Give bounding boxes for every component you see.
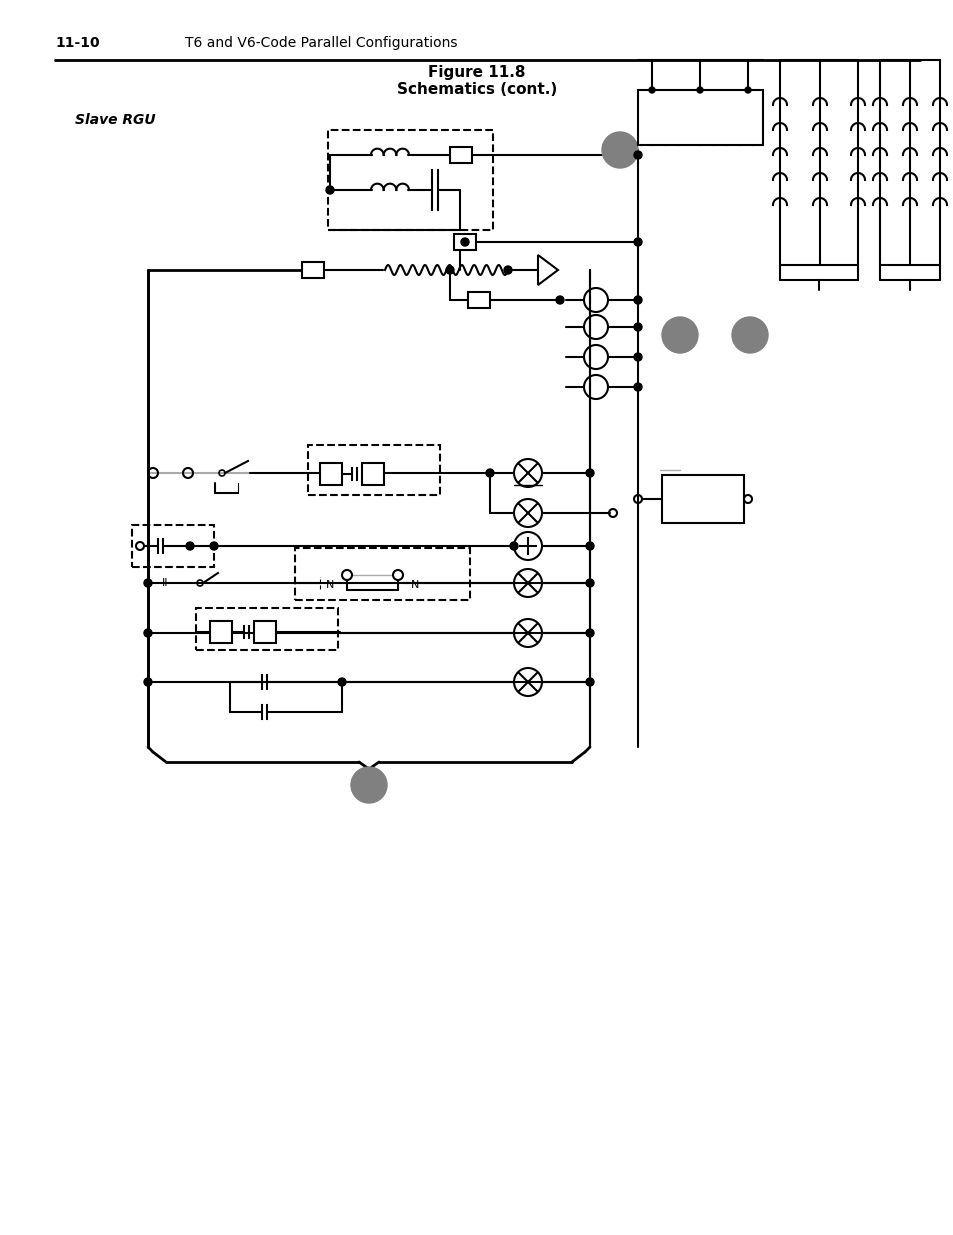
- Circle shape: [601, 132, 638, 168]
- Circle shape: [337, 678, 346, 685]
- Bar: [454, 233, 476, 249]
- Circle shape: [648, 86, 655, 93]
- Circle shape: [634, 383, 641, 391]
- Circle shape: [503, 266, 512, 274]
- Circle shape: [744, 86, 750, 93]
- Text: T6 and V6-Code Parallel Configurations: T6 and V6-Code Parallel Configurations: [185, 36, 457, 49]
- Bar: [132, 525, 213, 567]
- Circle shape: [585, 678, 594, 685]
- Bar: [195, 608, 337, 650]
- Bar: [308, 445, 439, 495]
- Circle shape: [556, 296, 563, 304]
- Text: Figure 11.8: Figure 11.8: [428, 65, 525, 80]
- Bar: [253, 621, 275, 643]
- Circle shape: [585, 469, 594, 477]
- Circle shape: [144, 629, 152, 637]
- Circle shape: [210, 542, 218, 550]
- Circle shape: [661, 317, 698, 353]
- Bar: [319, 463, 341, 485]
- Bar: [302, 262, 324, 278]
- Text: Schematics (cont.): Schematics (cont.): [396, 82, 557, 98]
- Circle shape: [634, 296, 641, 304]
- Circle shape: [460, 238, 469, 246]
- Circle shape: [634, 324, 641, 331]
- Circle shape: [144, 678, 152, 685]
- Bar: [328, 130, 493, 230]
- Circle shape: [446, 266, 454, 274]
- Bar: [294, 548, 470, 600]
- Circle shape: [634, 238, 641, 246]
- Text: II: II: [162, 578, 168, 588]
- Bar: [638, 90, 762, 144]
- Circle shape: [485, 469, 494, 477]
- Circle shape: [510, 542, 517, 550]
- Circle shape: [634, 353, 641, 361]
- Circle shape: [144, 579, 152, 587]
- Text: Slave RGU: Slave RGU: [75, 112, 155, 127]
- Circle shape: [731, 317, 767, 353]
- Bar: [468, 291, 490, 308]
- Circle shape: [326, 186, 334, 194]
- Circle shape: [186, 542, 193, 550]
- Bar: [361, 463, 384, 485]
- Text: N: N: [326, 580, 334, 590]
- Circle shape: [351, 767, 387, 803]
- Text: 11-10: 11-10: [55, 36, 99, 49]
- Circle shape: [697, 86, 702, 93]
- Circle shape: [634, 151, 641, 159]
- Circle shape: [585, 542, 594, 550]
- Text: N: N: [411, 580, 418, 590]
- Bar: [210, 621, 232, 643]
- Circle shape: [585, 579, 594, 587]
- Bar: [661, 475, 743, 522]
- Bar: [450, 147, 472, 163]
- Circle shape: [585, 629, 594, 637]
